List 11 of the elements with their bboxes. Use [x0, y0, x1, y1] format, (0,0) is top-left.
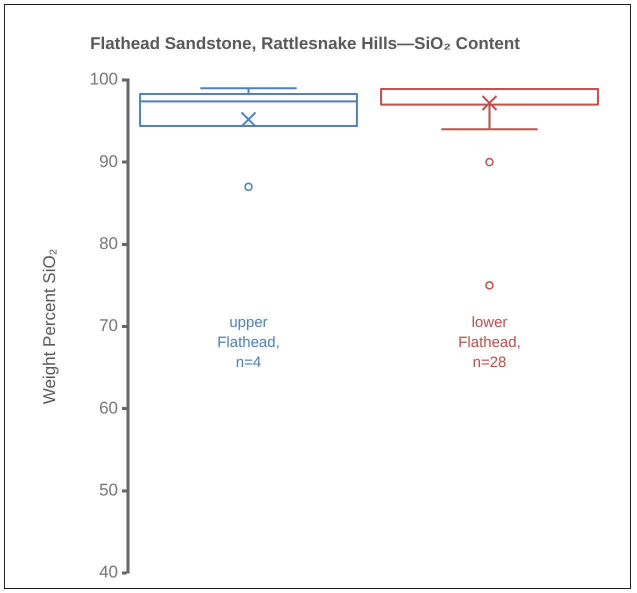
x-tick-label: upper Flathead, n=4: [217, 314, 280, 372]
y-tick-label: 40: [99, 562, 118, 582]
y-tick-label: 50: [99, 480, 118, 500]
y-axis-title: Weight Percent SiO₂: [40, 248, 59, 404]
x-tick-label: lower Flathead, n=28: [458, 314, 521, 372]
y-tick-label: 100: [90, 70, 118, 89]
y-tick-label: 90: [99, 152, 118, 171]
chart-title: Flathead Sandstone, Rattlesnake Hills—SiO₂ Content: [90, 34, 520, 53]
y-tick-label: 70: [99, 316, 118, 336]
y-tick-label: 80: [99, 234, 118, 254]
y-tick-label: 60: [99, 398, 118, 418]
